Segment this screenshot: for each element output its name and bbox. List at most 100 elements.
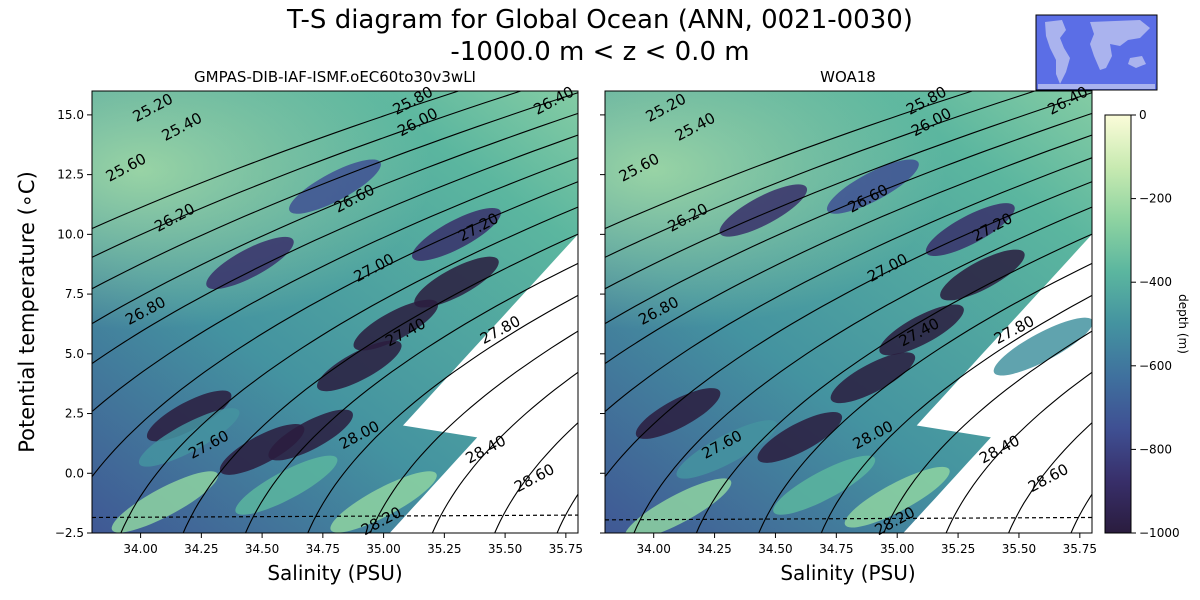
right-x-axis-ticks: 34.00 34.25 34.50 34.75 35.00 35.25 35.50 35.75 bbox=[637, 533, 1097, 556]
scatter-point-cluster bbox=[830, 352, 916, 404]
left-density-contours bbox=[92, 91, 578, 533]
x-tick-label: 35.25 bbox=[941, 542, 975, 556]
y-tick-label: 2.5 bbox=[65, 407, 84, 421]
right-panel-title: WOA18 bbox=[820, 68, 876, 86]
density-contour-line bbox=[695, 233, 1092, 533]
scatter-point-cluster bbox=[289, 159, 381, 214]
scatter-point-cluster bbox=[624, 478, 732, 533]
right-y-axis-ticks bbox=[600, 114, 605, 534]
density-contour-line bbox=[120, 206, 578, 533]
y-axis-label: Potential temperature (∘C) bbox=[15, 171, 39, 453]
density-contour-line bbox=[244, 262, 578, 533]
scatter-point-cluster bbox=[757, 411, 843, 463]
density-contour-line bbox=[92, 157, 578, 413]
colorbar-tick-label: 0 bbox=[1139, 108, 1147, 122]
inset-map-eurasia-africa bbox=[1090, 20, 1150, 70]
left-panel-title: GMPAS-DIB-IAF-ISMF.oEC60to30v3wLI bbox=[194, 68, 476, 86]
x-tick-label: 34.75 bbox=[306, 542, 340, 556]
colorbar-tick-label: −200 bbox=[1139, 192, 1172, 206]
x-tick-label: 34.25 bbox=[184, 542, 218, 556]
x-tick-label: 34.00 bbox=[123, 542, 157, 556]
scatter-point-cluster bbox=[412, 207, 501, 261]
x-tick-label: 34.50 bbox=[245, 542, 279, 556]
scatter-point-cluster bbox=[206, 236, 294, 290]
scatter-point-cluster bbox=[676, 420, 778, 479]
y-tick-label: 10.0 bbox=[57, 227, 84, 241]
density-contour-line bbox=[182, 233, 578, 533]
y-tick-label: 0.0 bbox=[65, 466, 84, 480]
right-panel: WOA18 25.2025.4025.6025.8026.0026.2026.4… bbox=[600, 68, 1097, 585]
scatter-point-cluster bbox=[353, 299, 439, 351]
colorbar-label: depth (m) bbox=[1176, 294, 1190, 354]
y-tick-label: 12.5 bbox=[57, 168, 84, 182]
colorbar-tick-label: −800 bbox=[1139, 442, 1172, 456]
scatter-point-cluster bbox=[993, 317, 1092, 376]
scatter-point-cluster bbox=[635, 388, 721, 439]
inset-map-antarctica bbox=[1038, 84, 1155, 89]
left-panel: GMPAS-DIB-IAF-ISMF.oEC60to30v3wLI 25.202… bbox=[15, 68, 583, 585]
scatter-point-cluster bbox=[940, 249, 1025, 301]
density-contour-line bbox=[605, 92, 1092, 290]
figure-title-line2: -1000.0 m < z < 0.0 m bbox=[450, 37, 749, 67]
x-tick-label: 35.00 bbox=[880, 542, 914, 556]
y-tick-label: 15.0 bbox=[57, 108, 84, 122]
density-contour-line bbox=[92, 91, 461, 230]
density-contour-line bbox=[369, 330, 578, 533]
density-contour-line bbox=[92, 92, 578, 290]
colorbar-tick-label: −400 bbox=[1139, 275, 1172, 289]
density-contour-line bbox=[431, 371, 578, 533]
density-contour-line bbox=[92, 181, 578, 478]
left-y-axis-ticks: −2.5 0.0 2.5 5.0 7.5 10.0 12.5 15.0 bbox=[55, 108, 92, 540]
scatter-point-cluster bbox=[773, 455, 876, 515]
density-contour-line bbox=[605, 134, 1092, 365]
density-contour-line bbox=[494, 421, 578, 533]
shallow-water-region bbox=[92, 91, 578, 357]
density-contour-line bbox=[820, 294, 1092, 533]
inset-map-australia bbox=[1128, 56, 1146, 68]
right-x-axis-label: Salinity (PSU) bbox=[780, 561, 915, 585]
colorbar-tick-label: −1000 bbox=[1139, 526, 1180, 540]
scatter-point-cluster bbox=[317, 340, 402, 392]
left-plot-frame bbox=[91, 90, 579, 534]
x-tick-label: 34.50 bbox=[758, 542, 792, 556]
density-contour-line bbox=[92, 91, 523, 258]
colorbar-tick-label: −600 bbox=[1139, 359, 1172, 373]
density-contour-line bbox=[1008, 421, 1092, 533]
density-contour-line bbox=[605, 91, 974, 230]
figure-title-line1: T-S diagram for Global Ocean (ANN, 0021-… bbox=[286, 5, 913, 35]
right-plot-frame bbox=[604, 90, 1093, 534]
density-contour-line bbox=[307, 294, 578, 533]
right-density-contours bbox=[605, 91, 1092, 533]
density-contour-line bbox=[605, 91, 1037, 258]
density-contour-line bbox=[92, 112, 578, 325]
density-contour-line bbox=[605, 112, 1092, 325]
scatter-point-cluster bbox=[844, 466, 950, 528]
x-tick-label: 35.75 bbox=[549, 542, 583, 556]
right-filled-contours bbox=[605, 91, 1092, 533]
colorbar-ticks: 0 −200 −400 −600 −800 −1000 bbox=[1131, 108, 1180, 540]
right-scatter-points bbox=[624, 159, 1092, 533]
inset-map-americas bbox=[1045, 20, 1070, 84]
scatter-point-cluster bbox=[268, 409, 353, 461]
x-tick-label: 35.25 bbox=[427, 542, 461, 556]
density-contour-line bbox=[605, 157, 1092, 413]
scatter-point-cluster bbox=[330, 471, 437, 533]
colorbar-gradient bbox=[1104, 114, 1132, 534]
colorbar: 0 −200 −400 −600 −800 −1000 depth (m) bbox=[1104, 108, 1190, 540]
density-contour-line bbox=[758, 262, 1092, 533]
y-tick-label: 7.5 bbox=[65, 287, 84, 301]
left-scatter-points bbox=[111, 159, 501, 533]
scatter-point-cluster bbox=[235, 455, 338, 515]
x-tick-label: 34.00 bbox=[637, 542, 671, 556]
density-contour-line bbox=[92, 134, 578, 365]
density-contour-line bbox=[605, 181, 1092, 478]
shallow-water-region bbox=[605, 91, 1092, 357]
scatter-point-cluster bbox=[111, 471, 219, 533]
scatter-point-cluster bbox=[826, 159, 919, 214]
density-contour-line bbox=[945, 371, 1092, 533]
x-tick-label: 35.50 bbox=[488, 542, 522, 556]
x-tick-label: 35.50 bbox=[1002, 542, 1036, 556]
y-tick-label: −2.5 bbox=[55, 526, 84, 540]
x-tick-label: 34.75 bbox=[819, 542, 853, 556]
